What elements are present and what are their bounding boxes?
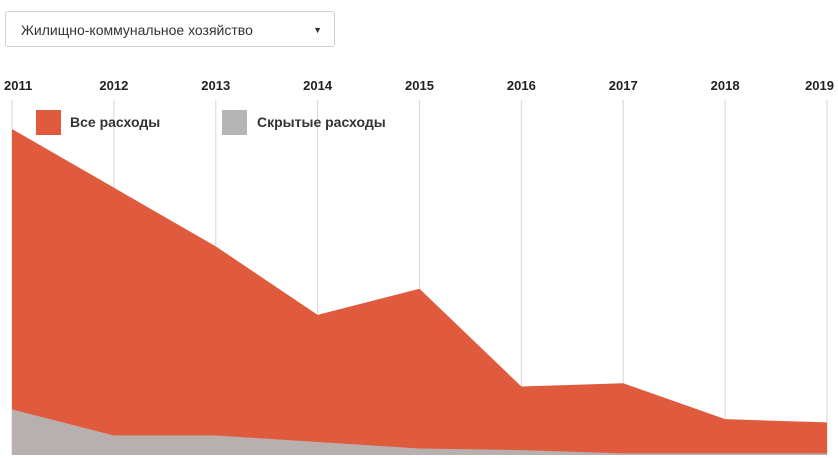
year-label-2012: 2012 xyxy=(99,78,128,93)
year-label-2017: 2017 xyxy=(609,78,638,93)
category-select-value: Жилищно-коммунальное хозяйство xyxy=(21,22,253,38)
year-label-2014: 2014 xyxy=(303,78,333,93)
legend-label-hidden-expenses: Скрытые расходы xyxy=(257,114,386,130)
area-all-expenses xyxy=(12,129,827,455)
legend-swatch-hidden-expenses xyxy=(222,110,247,135)
legend-swatch-all-expenses xyxy=(36,110,61,135)
year-label-2013: 2013 xyxy=(201,78,230,93)
area-hidden-expenses xyxy=(12,409,827,455)
year-label-2015: 2015 xyxy=(405,78,434,93)
year-labels: 2011 2012 2013 2014 2015 2016 2017 2018 2019 xyxy=(4,78,834,93)
year-label-2011: 2011 xyxy=(4,78,32,93)
year-label-2019: 2019 xyxy=(805,78,834,93)
category-select[interactable]: Жилищно-коммунальное хозяйство ▼ xyxy=(5,11,335,47)
triangle-down-icon: ▼ xyxy=(313,25,322,35)
year-label-2018: 2018 xyxy=(711,78,740,93)
area-layer xyxy=(12,129,827,455)
legend-label-all-expenses: Все расходы xyxy=(70,114,160,130)
legend: Все расходы Скрытые расходы xyxy=(36,110,386,135)
year-label-2016: 2016 xyxy=(507,78,536,93)
